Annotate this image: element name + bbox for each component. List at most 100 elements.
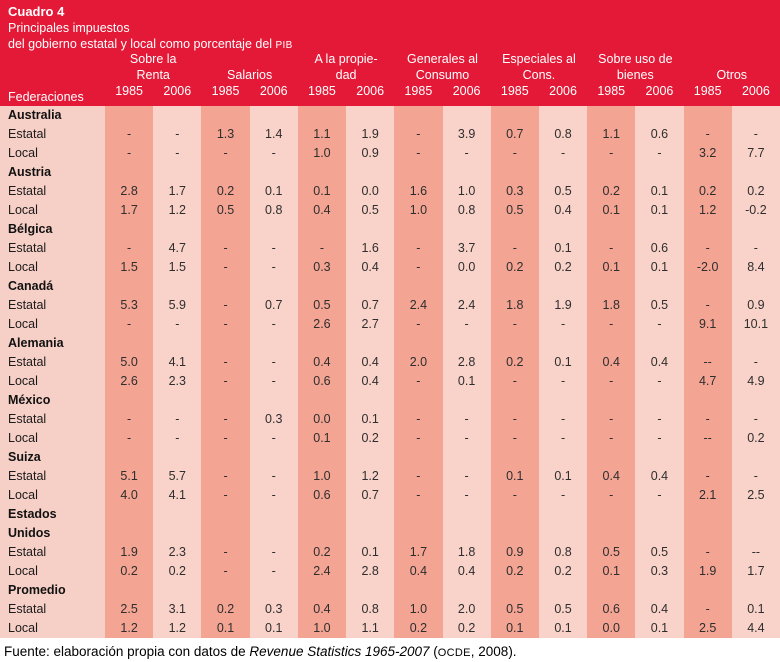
value-cell: 1.0 xyxy=(394,600,443,619)
source-prefix: Fuente: elaboración propia con datos de xyxy=(4,644,250,659)
year-headers: 1985 2006 1985 2006 1985 2006 1985 2006 1985 2006… xyxy=(105,84,780,98)
value-cell: 0.1 xyxy=(538,239,588,258)
value-cell: 0.1 xyxy=(201,619,250,638)
value-cell: 2.4 xyxy=(297,562,347,581)
value-cell xyxy=(731,334,780,353)
value-cell: 1.5 xyxy=(105,258,154,277)
table-header: Cuadro 4 Principales impuestos del gobie… xyxy=(0,0,780,106)
value-cell xyxy=(346,448,395,467)
value-cell: 0.2 xyxy=(587,182,636,201)
value-cell xyxy=(490,334,539,353)
value-cell: - xyxy=(490,486,539,505)
value-cell: 5.9 xyxy=(153,296,202,315)
value-cell: - xyxy=(635,372,684,391)
value-cell: 0.4 xyxy=(635,353,684,372)
value-cell: - xyxy=(683,467,732,486)
value-cell: - xyxy=(635,410,684,429)
value-cell xyxy=(490,277,539,296)
value-cell xyxy=(442,505,491,524)
value-cell: - xyxy=(201,486,250,505)
value-cell: - xyxy=(683,543,732,562)
value-cell xyxy=(635,220,684,239)
value-cell: 0.5 xyxy=(538,600,588,619)
value-cell xyxy=(731,448,780,467)
value-cell: 0.6 xyxy=(635,239,684,258)
value-cell xyxy=(538,524,588,543)
column-group-header: Salarios xyxy=(227,68,273,82)
value-cell: 1.2 xyxy=(105,619,154,638)
value-cell: 0.4 xyxy=(538,201,588,220)
value-cell: 0.3 xyxy=(249,600,298,619)
country-row: Suiza xyxy=(0,448,780,467)
year-header-cell: 1985 xyxy=(211,84,240,98)
value-cell: 0.4 xyxy=(442,562,491,581)
value-cell: 0.5 xyxy=(635,543,684,562)
value-cell xyxy=(105,277,154,296)
column-group-header: Especiales al Cons. xyxy=(502,52,576,82)
value-cell xyxy=(587,524,636,543)
value-cell xyxy=(105,334,154,353)
table-row: Estatal 1.9 2.3- -0.2 0.1 1.7 1.8 0.9 0.8 0.5 0.5-… xyxy=(0,543,780,562)
value-cell xyxy=(105,448,154,467)
value-cell xyxy=(105,391,154,410)
country-row: Austria xyxy=(0,163,780,182)
value-cell: 5.0 xyxy=(105,353,154,372)
value-cell: 0.1 xyxy=(731,600,780,619)
country-row: Alemania xyxy=(0,334,780,353)
value-cell xyxy=(394,448,443,467)
value-cell xyxy=(153,448,202,467)
value-cell xyxy=(394,524,443,543)
value-cell: 0.2 xyxy=(490,353,539,372)
value-cell xyxy=(731,505,780,524)
value-cell: 1.1 xyxy=(346,619,395,638)
value-cell xyxy=(346,334,395,353)
year-header-cell: 2006 xyxy=(163,84,192,98)
value-cell xyxy=(394,334,443,353)
value-cell: 0.6 xyxy=(297,372,347,391)
row-label: Local xyxy=(0,315,105,334)
value-cell: - xyxy=(394,486,443,505)
value-cell xyxy=(635,163,684,182)
value-cell: 0.8 xyxy=(346,600,395,619)
table-row: Estatal 2.5 3.1 0.2 0.3 0.4 0.8 1.0 2.0 0.5 0.5 0.6… xyxy=(0,600,780,619)
value-cell: 4.9 xyxy=(731,372,780,391)
value-cell xyxy=(683,391,732,410)
value-cell: 5.1 xyxy=(105,467,154,486)
value-cell: - xyxy=(249,543,298,562)
value-cell xyxy=(297,277,347,296)
value-cell: 0.1 xyxy=(635,258,684,277)
value-cell xyxy=(249,163,298,182)
value-cell: - xyxy=(249,239,298,258)
value-cell: 0.4 xyxy=(346,353,395,372)
value-cell: 1.6 xyxy=(346,239,395,258)
value-cell xyxy=(731,220,780,239)
value-cell xyxy=(346,505,395,524)
value-cell: - xyxy=(538,144,588,163)
value-cell xyxy=(297,581,347,600)
ocde-smallcaps: OCDE xyxy=(437,647,471,659)
value-cell: 1.5 xyxy=(153,258,202,277)
value-cell xyxy=(394,106,443,125)
value-cell: -0.2 xyxy=(731,201,780,220)
value-cell: 1.8 xyxy=(587,296,636,315)
value-cell: 1.7 xyxy=(731,562,780,581)
country-row: Promedio xyxy=(0,581,780,600)
value-cell: 3.2 xyxy=(683,144,732,163)
value-cell: 0.4 xyxy=(346,372,395,391)
value-cell xyxy=(538,581,588,600)
table-row: Local 4.0 4.1- -0.6 0.7- - - - - -2.1 2.5 xyxy=(0,486,780,505)
value-cell: - xyxy=(683,239,732,258)
value-cell: 0.4 xyxy=(297,353,347,372)
value-cell: 0.1 xyxy=(635,619,684,638)
value-cell: - xyxy=(490,315,539,334)
value-cell xyxy=(635,334,684,353)
value-cell: 2.0 xyxy=(442,600,491,619)
value-cell: 0.2 xyxy=(201,600,250,619)
row-header-label: Federaciones xyxy=(8,90,84,104)
value-cell: 0.1 xyxy=(346,410,395,429)
value-cell: 0.1 xyxy=(297,429,347,448)
value-cell: - xyxy=(731,125,780,144)
year-header-cell: 2006 xyxy=(452,84,481,98)
year-header-cell: 1985 xyxy=(693,84,722,98)
value-cell: - xyxy=(249,258,298,277)
